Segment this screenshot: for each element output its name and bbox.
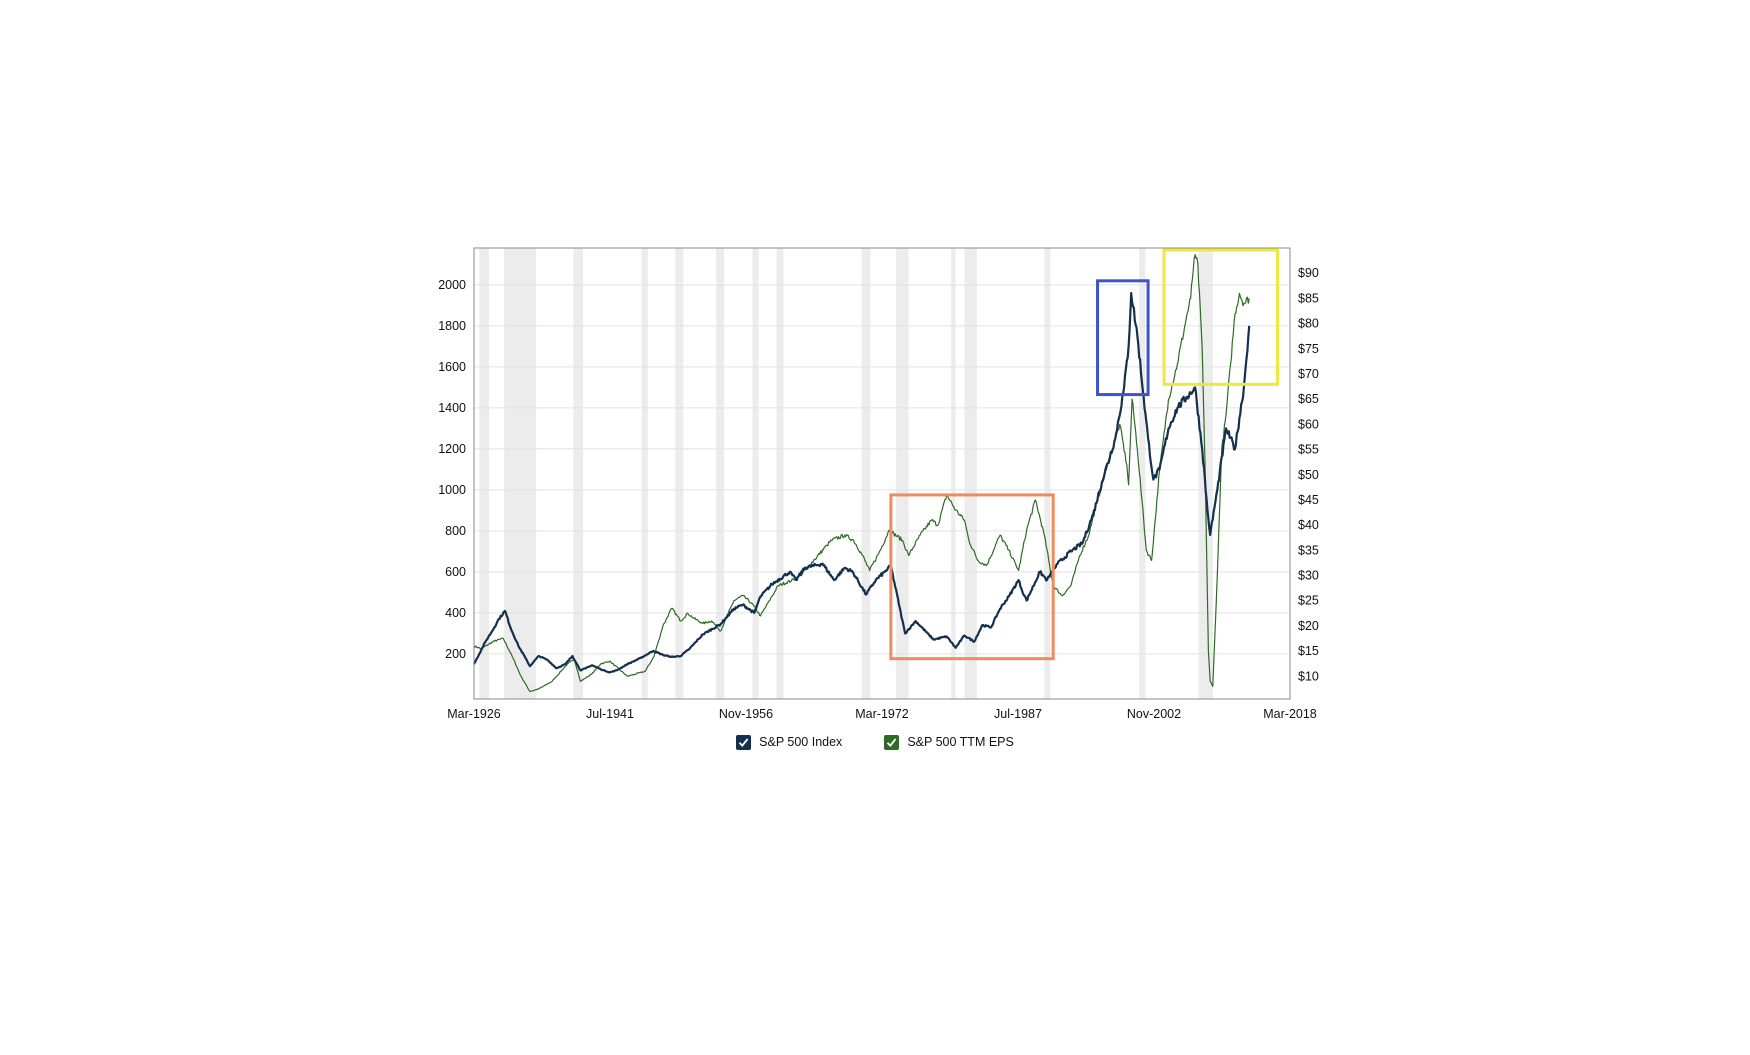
right-tick-label: $80 bbox=[1298, 317, 1319, 331]
left-tick-label: 1200 bbox=[438, 442, 466, 456]
right-tick-label: $85 bbox=[1298, 291, 1319, 305]
annotation-box-blue bbox=[1096, 279, 1150, 397]
left-axis-ticks: 200 400 600 800 1000 1200 1400 1600 1800 2000 bbox=[438, 278, 466, 661]
legend-item-sp500-index[interactable]: S&P 500 Index bbox=[736, 731, 842, 753]
legend: S&P 500 Index S&P 500 TTM EPS bbox=[0, 731, 1750, 753]
legend-item-sp500-eps[interactable]: S&P 500 TTM EPS bbox=[884, 731, 1014, 753]
left-tick-label: 200 bbox=[445, 647, 466, 661]
annotation-box-yellow bbox=[1162, 248, 1280, 386]
x-tick-label: Mar-2018 bbox=[1263, 707, 1317, 721]
right-tick-label: $90 bbox=[1298, 266, 1319, 280]
right-tick-label: $10 bbox=[1298, 669, 1319, 683]
x-tick-label: Mar-1972 bbox=[855, 707, 909, 721]
eps-series-line bbox=[473, 254, 1250, 692]
recession-band bbox=[964, 248, 977, 699]
left-tick-label: 1800 bbox=[438, 319, 466, 333]
recession-band bbox=[716, 248, 725, 699]
checkbox-checked-icon[interactable] bbox=[884, 734, 900, 750]
right-tick-label: $60 bbox=[1298, 417, 1319, 431]
left-tick-label: 1600 bbox=[438, 360, 466, 374]
recession-band bbox=[752, 248, 759, 699]
recession-band bbox=[896, 248, 909, 699]
recession-bands bbox=[479, 248, 1213, 699]
x-tick-label: Jul-1941 bbox=[586, 707, 634, 721]
right-tick-label: $45 bbox=[1298, 493, 1319, 507]
right-tick-label: $40 bbox=[1298, 518, 1319, 532]
annotation-box-orange bbox=[889, 493, 1055, 661]
left-tick-label: 600 bbox=[445, 565, 466, 579]
right-tick-label: $15 bbox=[1298, 644, 1319, 658]
recession-band bbox=[641, 248, 648, 699]
recession-band bbox=[675, 248, 684, 699]
right-tick-label: $25 bbox=[1298, 594, 1319, 608]
recession-band bbox=[573, 248, 584, 699]
x-tick-label: Mar-1926 bbox=[447, 707, 501, 721]
recession-band bbox=[776, 248, 784, 699]
x-tick-label: Jul-1987 bbox=[994, 707, 1042, 721]
legend-label: S&P 500 TTM EPS bbox=[907, 735, 1014, 749]
x-tick-label: Nov-1956 bbox=[719, 707, 773, 721]
series-lines bbox=[473, 254, 1251, 692]
recession-band bbox=[479, 248, 490, 699]
right-tick-label: $55 bbox=[1298, 443, 1319, 457]
right-tick-label: $75 bbox=[1298, 342, 1319, 356]
right-tick-label: $50 bbox=[1298, 468, 1319, 482]
right-axis-ticks: $10 $15 $20 $25 $30 $35 $40 $45 $50 $55 $60 $65 $70 $… bbox=[1298, 266, 1319, 683]
left-tick-label: 800 bbox=[445, 524, 466, 538]
legend-label: S&P 500 Index bbox=[759, 735, 843, 749]
right-tick-label: $35 bbox=[1298, 543, 1319, 557]
right-tick-label: $65 bbox=[1298, 392, 1319, 406]
recession-band bbox=[1044, 248, 1051, 699]
annotation-boxes bbox=[889, 248, 1280, 661]
gridlines bbox=[474, 284, 1290, 655]
checkbox-checked-icon[interactable] bbox=[736, 734, 752, 750]
recession-band bbox=[861, 248, 871, 699]
right-tick-label: $70 bbox=[1298, 367, 1319, 381]
recession-band bbox=[1139, 248, 1146, 699]
left-tick-label: 2000 bbox=[438, 278, 466, 292]
right-tick-label: $20 bbox=[1298, 619, 1319, 633]
index-series-line bbox=[473, 292, 1251, 674]
left-tick-label: 1400 bbox=[438, 401, 466, 415]
right-tick-label: $30 bbox=[1298, 569, 1319, 583]
plot-frame bbox=[473, 247, 1291, 700]
x-axis-ticks: Mar-1926 Jul-1941 Nov-1956 Mar-1972 Jul-1987… bbox=[447, 707, 1317, 721]
recession-band bbox=[951, 248, 956, 699]
x-tick-label: Nov-2002 bbox=[1127, 707, 1181, 721]
left-tick-label: 1000 bbox=[438, 483, 466, 497]
left-tick-label: 400 bbox=[445, 606, 466, 620]
recession-band bbox=[504, 248, 537, 699]
